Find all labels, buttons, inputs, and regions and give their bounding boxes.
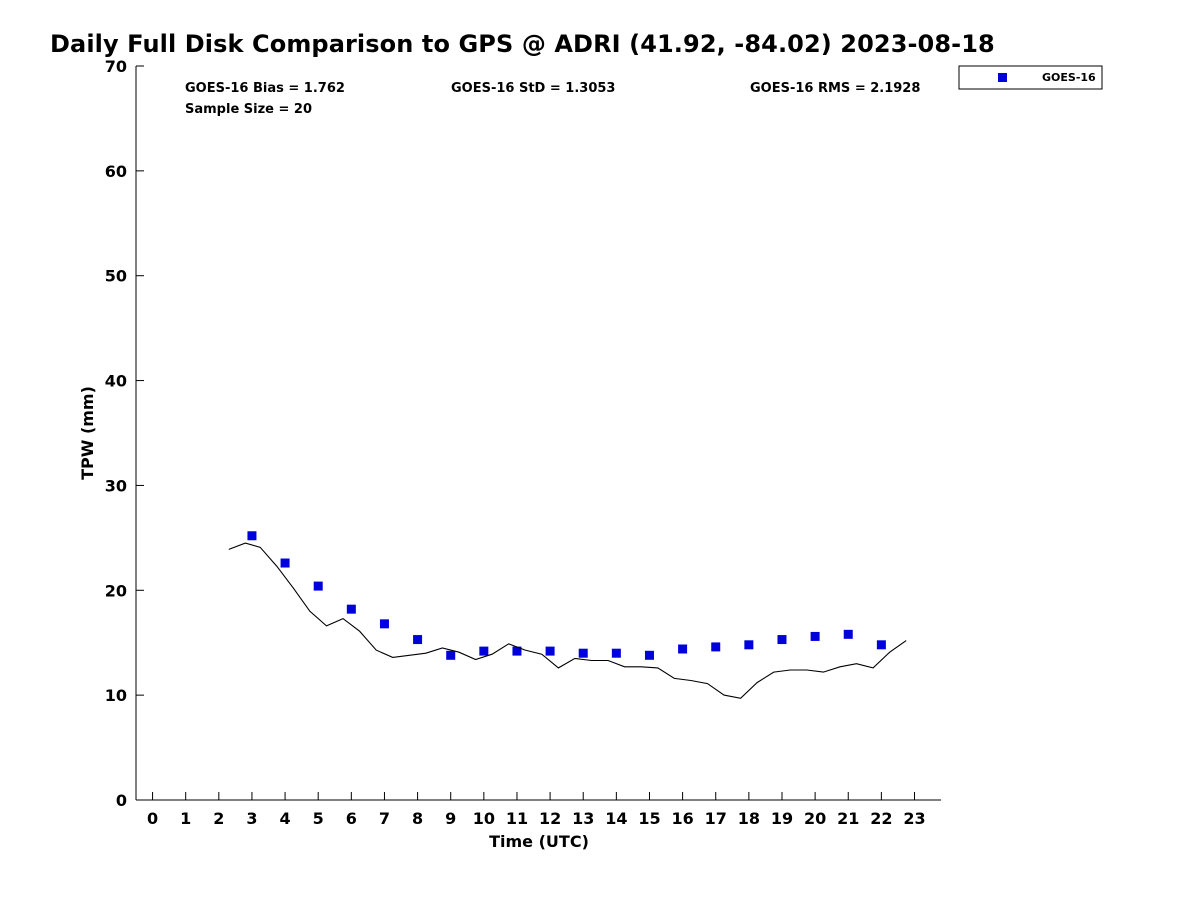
goes-16-point	[446, 650, 456, 660]
x-axis-label: Time (UTC)	[489, 832, 589, 851]
x-tick-label: 5	[313, 809, 324, 828]
goes-16-point	[876, 640, 886, 650]
goes-16-point	[810, 631, 820, 641]
x-tick-label: 21	[837, 809, 859, 828]
goes-16-point	[678, 644, 688, 654]
goes-16-point	[611, 648, 621, 658]
x-tick-label: 20	[804, 809, 826, 828]
std-stat: GOES-16 StD = 1.3053	[451, 81, 615, 96]
y-tick-label: 30	[105, 476, 127, 495]
x-tick-label: 22	[870, 809, 892, 828]
goes-16-point	[512, 646, 522, 656]
x-tick-label: 11	[506, 809, 528, 828]
goes-16-point	[711, 642, 721, 652]
goes-16-point	[578, 648, 588, 658]
goes-16-point	[843, 629, 853, 639]
y-tick-label: 20	[105, 581, 127, 600]
goes-16-point	[413, 635, 423, 645]
y-tick-label: 10	[105, 686, 127, 705]
x-tick-label: 9	[445, 809, 456, 828]
goes-16-point	[777, 635, 787, 645]
sample-size-stat: Sample Size = 20	[185, 102, 312, 117]
x-tick-label: 18	[738, 809, 760, 828]
goes-16-point	[247, 531, 257, 541]
goes-16-point	[280, 558, 290, 568]
goes-16-point	[479, 646, 489, 656]
rms-stat: GOES-16 RMS = 2.1928	[750, 81, 920, 96]
goes-16-point	[744, 640, 754, 650]
legend-marker	[998, 73, 1007, 82]
y-tick-label: 40	[105, 372, 127, 391]
x-tick-label: 1	[180, 809, 191, 828]
goes-16-point	[313, 581, 323, 591]
plot-area: 0 1 2 3 4 5 6 7 8 9 10 11 12 13 14 15 16 17 18 19 20 21 22 2301…	[105, 57, 941, 828]
x-tick-label: 19	[771, 809, 793, 828]
goes-16-point	[644, 650, 654, 660]
gps-series-line	[228, 542, 907, 699]
x-tick-label: 8	[412, 809, 423, 828]
chart-title: Daily Full Disk Comparison to GPS @ ADRI…	[50, 30, 995, 58]
x-tick-label: 14	[605, 809, 627, 828]
x-tick-label: 10	[473, 809, 495, 828]
goes-16-point	[346, 604, 356, 614]
x-tick-label: 6	[346, 809, 357, 828]
x-tick-label: 7	[379, 809, 390, 828]
legend: GOES-16	[958, 65, 1103, 90]
x-tick-label: 12	[539, 809, 561, 828]
x-tick-label: 13	[572, 809, 594, 828]
legend-label: GOES-16	[1042, 71, 1096, 84]
x-tick-label: 17	[705, 809, 727, 828]
y-tick-label: 0	[116, 791, 127, 810]
x-tick-label: 0	[147, 809, 158, 828]
x-tick-label: 3	[246, 809, 257, 828]
x-tick-label: 15	[638, 809, 660, 828]
legend-box	[958, 65, 1103, 90]
y-tick-label: 70	[105, 57, 127, 76]
y-tick-label: 50	[105, 267, 127, 286]
goes-16-point	[545, 646, 555, 656]
y-tick-label: 60	[105, 162, 127, 181]
goes-16-point	[379, 619, 389, 629]
y-axis-label: TPW (mm)	[78, 386, 97, 480]
x-tick-label: 4	[280, 809, 291, 828]
x-tick-label: 16	[671, 809, 693, 828]
x-tick-label: 2	[213, 809, 224, 828]
bias-stat: GOES-16 Bias = 1.762	[185, 81, 345, 96]
x-tick-label: 23	[903, 809, 925, 828]
